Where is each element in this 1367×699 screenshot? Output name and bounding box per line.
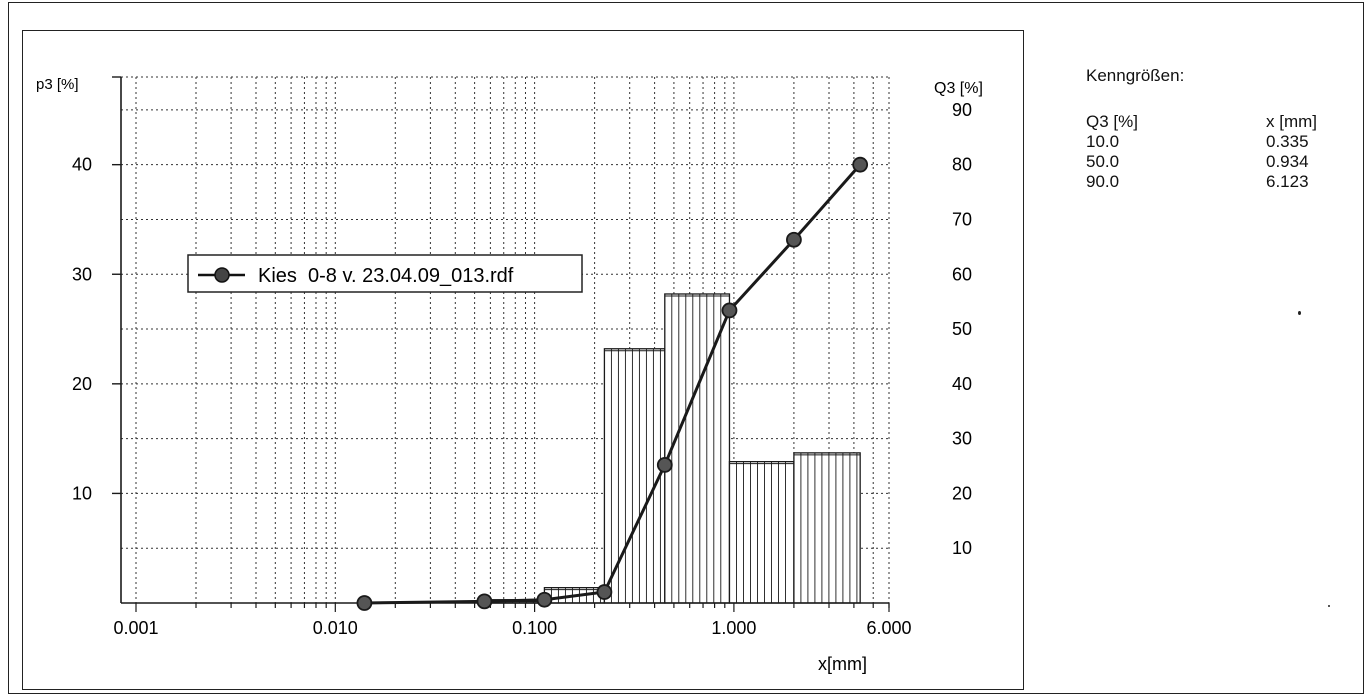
histogram-bar [728, 460, 795, 604]
table-cell: 6.123 [1266, 172, 1309, 191]
plot-frame [22, 30, 1024, 690]
x-tick-label: 0.010 [313, 618, 358, 638]
histogram-bars [483, 293, 861, 604]
table-row: 90.0 6.123 [1086, 172, 1356, 192]
data-point [476, 593, 493, 610]
axes [112, 76, 890, 612]
x-tick-label: 1.000 [711, 618, 756, 638]
tick-labels: 10 20 30 40 10 20 30 40 50 60 70 80 90 0.001 0.010 0.10… [72, 100, 972, 638]
data-point [656, 457, 673, 473]
table-title: Kenngrößen: [1086, 66, 1185, 85]
y-tick-label-right: 70 [952, 209, 972, 229]
data-point [721, 302, 738, 319]
y-tick-label-right: 50 [952, 319, 972, 339]
y-axis-left-label: p3 [%] [36, 76, 79, 93]
y-tick-label-left: 10 [72, 483, 92, 503]
outer-frame [8, 2, 1364, 694]
y-tick-label-right: 20 [952, 483, 972, 503]
histogram-bar [664, 293, 731, 604]
table-row: 10.0 0.335 [1086, 132, 1356, 152]
y-tick-label-left: 40 [72, 155, 92, 175]
legend-box [187, 254, 583, 293]
table-cell: 10.0 [1086, 132, 1120, 151]
data-point [536, 591, 553, 608]
table-cell: 0.934 [1266, 152, 1309, 171]
table-cell: 50.0 [1086, 152, 1120, 171]
data-point [596, 584, 613, 600]
table-cell: 0.335 [1266, 132, 1309, 151]
cumulative-series [356, 156, 869, 611]
y-tick-label-left: 20 [72, 374, 92, 394]
legend-marker [214, 267, 230, 283]
table-header-x: x [mm] [1266, 112, 1317, 131]
series-line [364, 163, 862, 605]
y-tick-label-right: 90 [952, 100, 972, 120]
y-tick-label-left: 30 [72, 264, 92, 284]
table-header-q3: Q3 [%] [1086, 112, 1138, 131]
legend-label: Kies 0-8 v. 23.04.09_013.rdf [258, 265, 514, 287]
data-point [786, 231, 802, 248]
table-cell: 90.0 [1086, 172, 1120, 191]
legend: Kies 0-8 v. 23.04.09_013.rdf [187, 254, 583, 293]
y-tick-label-right: 10 [952, 538, 972, 558]
scan-speck [1298, 311, 1301, 315]
table-header-row: Q3 [%] x [mm] [1086, 112, 1356, 132]
y-tick-label-right: 30 [952, 429, 972, 449]
x-axis-label: x[mm] [818, 654, 867, 674]
data-point [852, 156, 869, 173]
x-tick-label: 0.001 [113, 618, 158, 638]
characteristics-table: Kenngrößen: Q3 [%] x [mm] 10.0 0.335 50.… [1086, 66, 1356, 192]
histogram-bar [603, 348, 666, 604]
y-tick-label-right: 60 [952, 264, 972, 284]
x-tick-label: 6.000 [866, 618, 911, 638]
histogram-bar [793, 452, 861, 604]
scan-speck [1328, 605, 1330, 607]
table-row: 50.0 0.934 [1086, 152, 1356, 172]
x-tick-label: 0.100 [512, 618, 557, 638]
data-point [356, 595, 373, 611]
y-tick-label-right: 40 [952, 374, 972, 394]
y-tick-label-right: 80 [952, 155, 972, 175]
y-axis-right-label: Q3 [%] [934, 80, 983, 97]
